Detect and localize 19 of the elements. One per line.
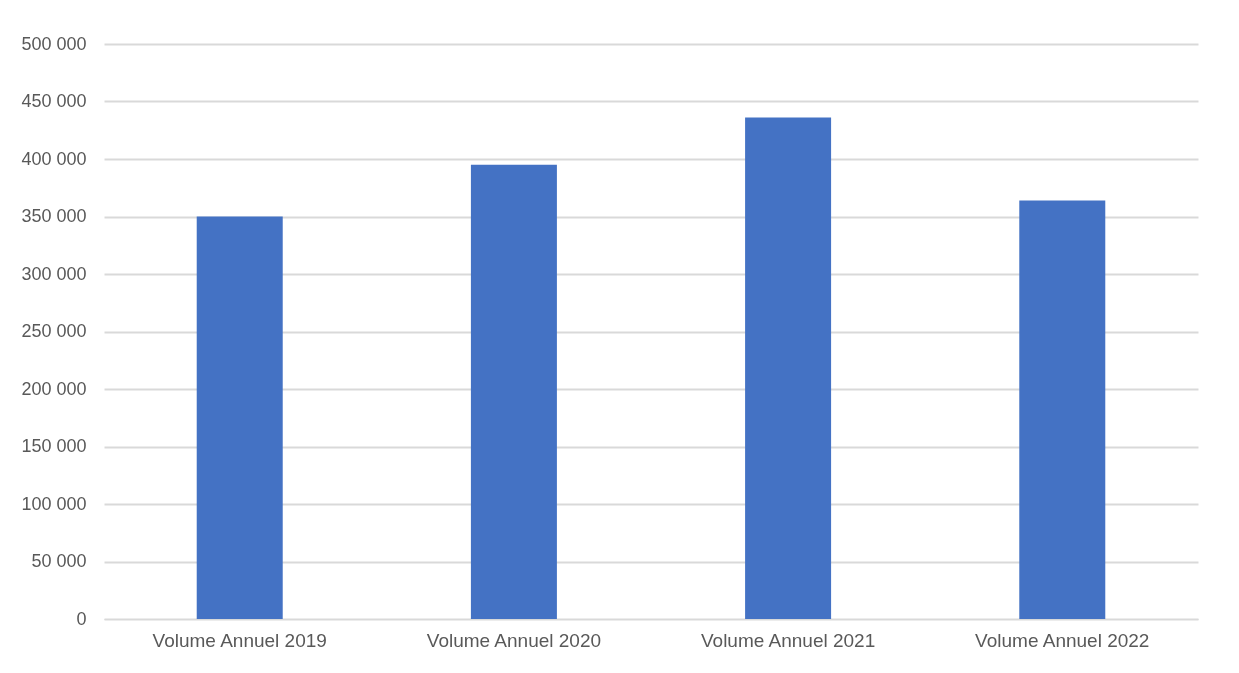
y-tick-label: 100 000 — [21, 493, 87, 514]
x-tick-label: Volume Annuel 2022 — [975, 629, 1150, 651]
y-tick-label: 450 000 — [21, 91, 87, 111]
y-tick-label: 400 000 — [21, 148, 87, 169]
bar — [196, 216, 283, 619]
x-tick-label: Volume Annuel 2021 — [700, 629, 876, 651]
bar — [745, 117, 832, 619]
bar — [1019, 200, 1106, 619]
y-tick-label: 200 000 — [21, 378, 87, 399]
y-tick-label: 150 000 — [21, 436, 87, 456]
bar — [470, 164, 557, 619]
y-tick-label: 250 000 — [21, 321, 87, 341]
x-tick-label: Volume Annuel 2019 — [152, 629, 327, 651]
y-tick-label: 0 — [76, 608, 87, 629]
y-tick-label: 50 000 — [31, 551, 87, 571]
y-tick-label: 300 000 — [21, 263, 87, 284]
y-tick-label: 500 000 — [21, 33, 87, 54]
y-tick-label: 350 000 — [21, 206, 87, 226]
x-tick-label: Volume Annuel 2020 — [426, 629, 602, 651]
